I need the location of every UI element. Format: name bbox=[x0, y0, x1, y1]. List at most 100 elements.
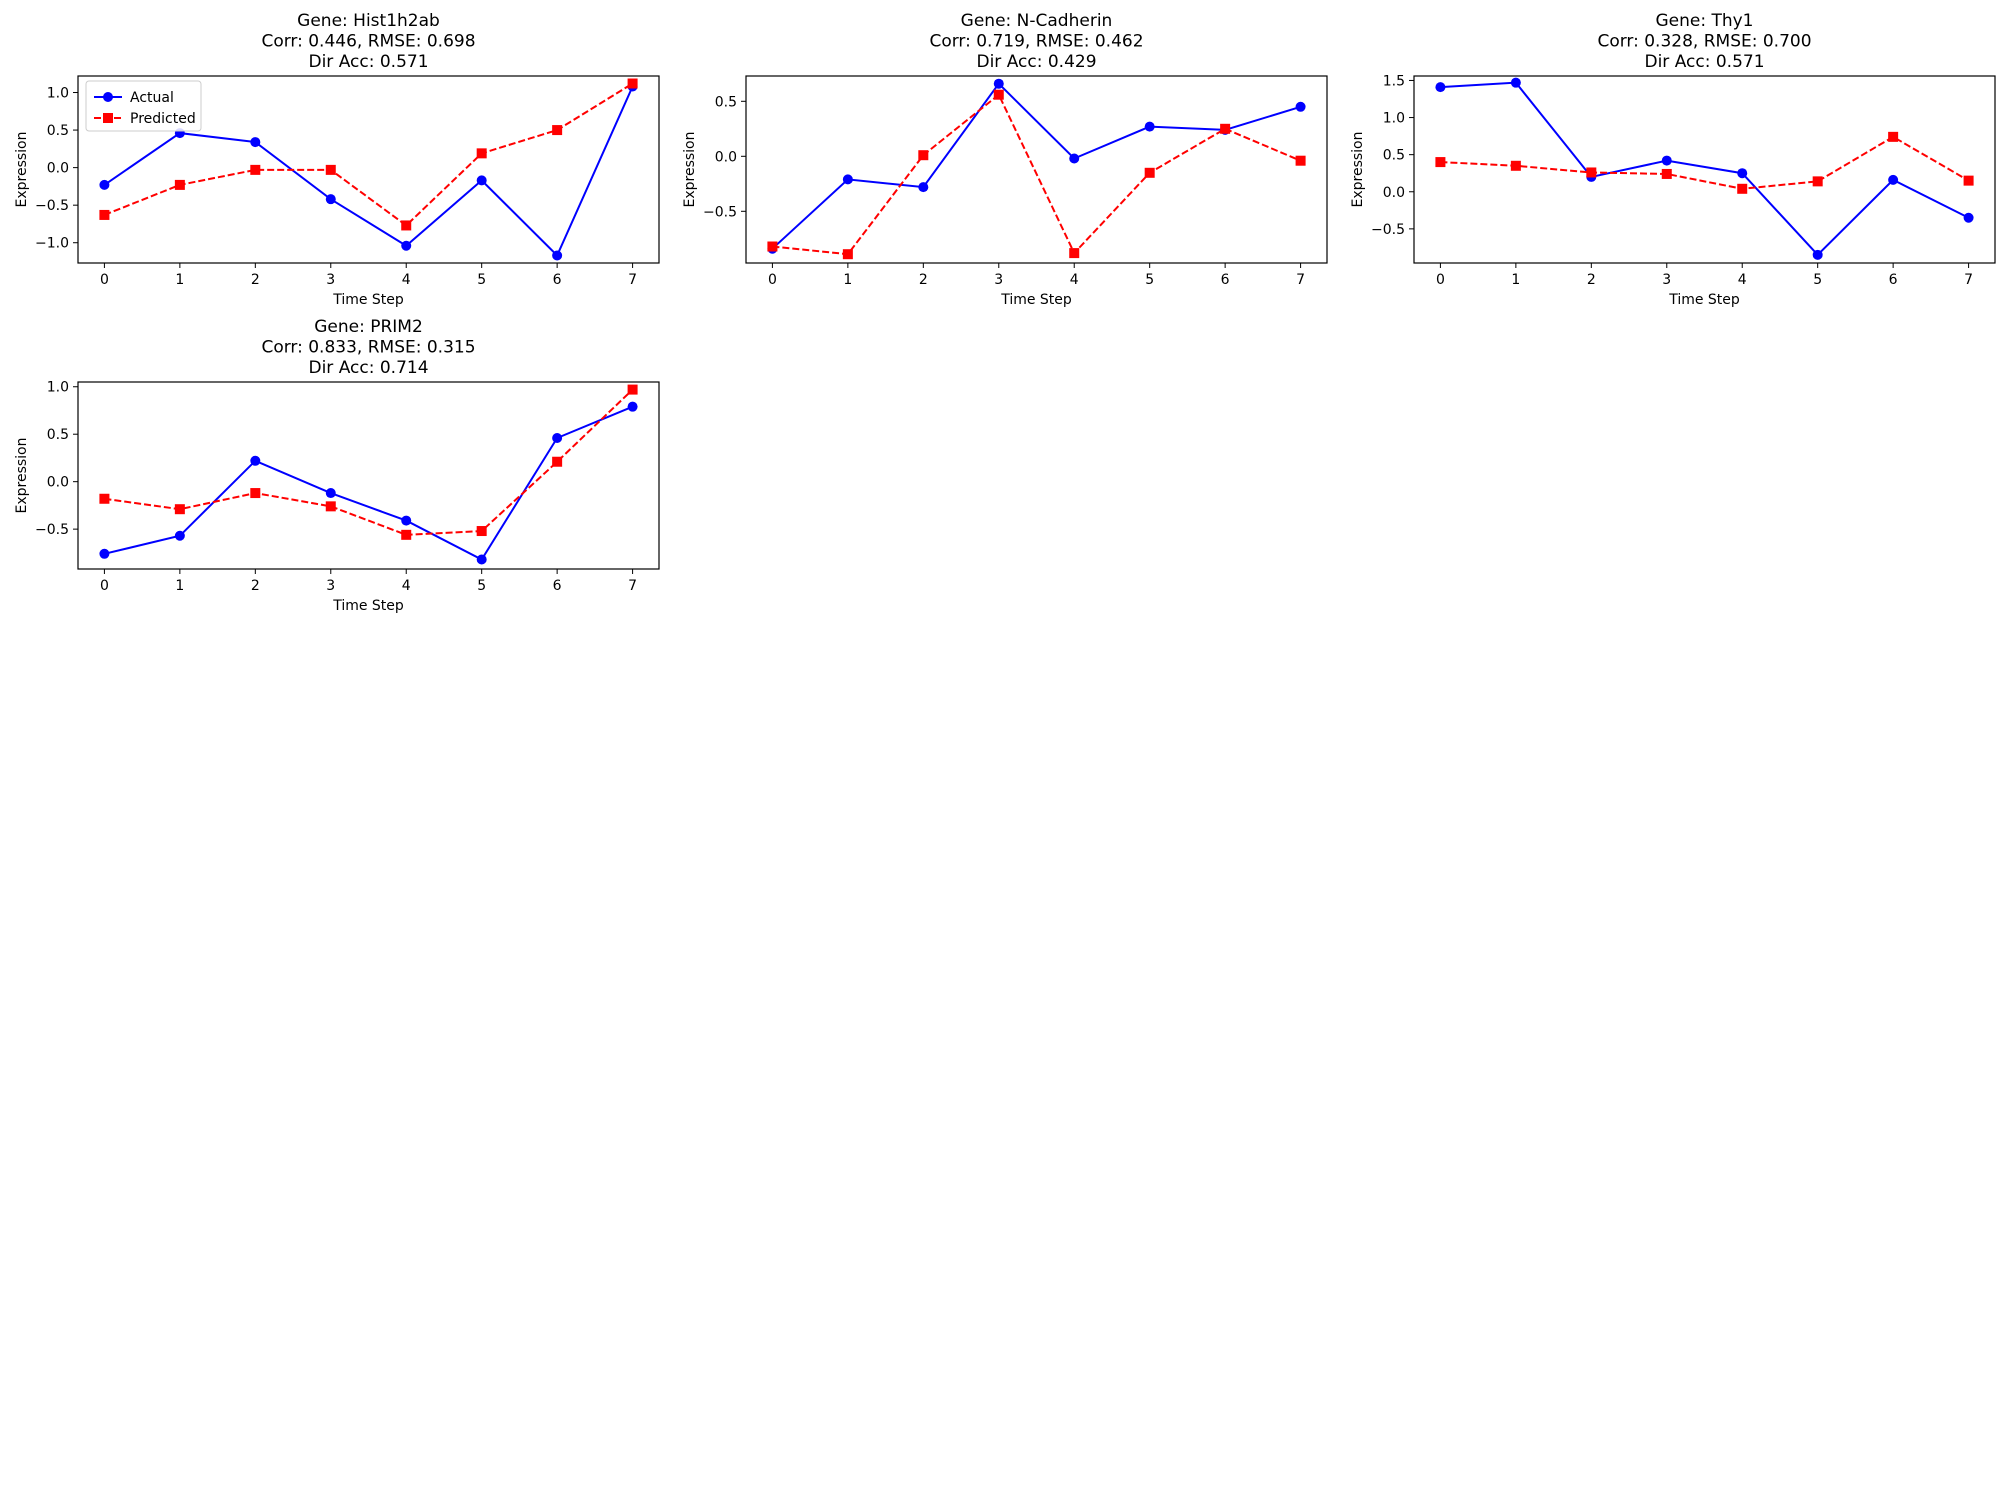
x-tick-label: 0 bbox=[1436, 272, 1445, 288]
data-point-predicted bbox=[325, 164, 336, 175]
x-tick-label: 3 bbox=[326, 272, 335, 288]
data-point-predicted bbox=[552, 125, 563, 136]
data-point-predicted bbox=[627, 78, 638, 89]
x-tick-label: 2 bbox=[919, 272, 928, 288]
x-tick-label: 5 bbox=[1813, 272, 1822, 288]
data-point-predicted bbox=[1812, 176, 1823, 187]
data-point-actual bbox=[325, 488, 336, 499]
series-line-actual bbox=[104, 405, 633, 561]
data-point-predicted bbox=[99, 493, 110, 504]
x-axis-label: Time Step bbox=[332, 292, 404, 308]
data-point-predicted bbox=[250, 164, 261, 175]
y-tick-label: 0.5 bbox=[715, 94, 737, 110]
data-point-predicted bbox=[1737, 183, 1748, 194]
y-tick-label: 1.5 bbox=[1383, 73, 1405, 89]
x-tick-label: 1 bbox=[175, 272, 184, 288]
axes-frame bbox=[745, 75, 1328, 264]
data-point-actual bbox=[1888, 174, 1899, 185]
series-line-actual bbox=[1440, 81, 1970, 257]
data-point-predicted bbox=[476, 526, 487, 537]
data-point-actual bbox=[552, 433, 563, 444]
data-point-actual bbox=[401, 515, 412, 526]
data-point-predicted bbox=[1888, 131, 1899, 142]
data-point-actual bbox=[250, 137, 261, 148]
series-line-predicted bbox=[1440, 135, 1970, 190]
data-point-predicted bbox=[1295, 155, 1306, 166]
data-point-predicted bbox=[842, 249, 853, 260]
data-point-actual bbox=[918, 182, 929, 193]
x-tick-label: 3 bbox=[1662, 272, 1671, 288]
data-point-predicted bbox=[552, 456, 563, 467]
data-point-actual bbox=[1661, 155, 1672, 166]
x-tick-label: 6 bbox=[553, 578, 562, 594]
data-point-actual bbox=[1144, 121, 1155, 132]
series-actual bbox=[99, 401, 638, 565]
data-point-actual bbox=[250, 455, 261, 466]
data-point-actual bbox=[842, 174, 853, 185]
x-tick-label: 1 bbox=[843, 272, 852, 288]
data-point-predicted bbox=[1069, 248, 1080, 259]
axes-frame bbox=[77, 75, 660, 264]
chart-title-line-1: Gene: Hist1h2ab bbox=[297, 11, 440, 31]
y-tick-label: 0.5 bbox=[1383, 148, 1405, 164]
x-tick-label: 3 bbox=[994, 272, 1003, 288]
data-point-predicted bbox=[99, 209, 110, 220]
x-tick-label: 5 bbox=[1145, 272, 1154, 288]
series-line-actual bbox=[771, 82, 1301, 250]
chart-title-line-1: Gene: PRIM2 bbox=[314, 317, 423, 337]
chart-title-line-3: Dir Acc: 0.571 bbox=[308, 52, 428, 72]
chart-title-line-2: Corr: 0.446, RMSE: 0.698 bbox=[261, 32, 475, 52]
x-tick-label: 6 bbox=[553, 272, 562, 288]
data-point-predicted bbox=[174, 504, 185, 515]
chart-title-line-1: Gene: N-Cadherin bbox=[961, 11, 1113, 31]
y-tick-label: 0.5 bbox=[47, 123, 69, 139]
data-point-predicted bbox=[1661, 168, 1672, 179]
series-predicted bbox=[99, 384, 638, 540]
data-point-predicted bbox=[993, 89, 1004, 100]
series-predicted bbox=[1435, 131, 1974, 194]
y-tick-label: 0.0 bbox=[47, 161, 69, 177]
x-tick-label: 7 bbox=[628, 272, 637, 288]
data-point-actual bbox=[1435, 82, 1446, 93]
series-line-predicted bbox=[104, 82, 634, 227]
y-axis-label: Expression bbox=[1350, 132, 1366, 208]
x-tick-label: 7 bbox=[1964, 272, 1973, 288]
data-point-actual bbox=[1963, 212, 1974, 223]
x-tick-label: 2 bbox=[251, 272, 260, 288]
x-axis-label: Time Step bbox=[1668, 292, 1740, 308]
data-point-actual bbox=[99, 548, 110, 559]
data-point-predicted bbox=[1435, 157, 1446, 168]
data-point-actual bbox=[476, 175, 487, 186]
data-point-actual bbox=[401, 240, 412, 251]
x-tick-label: 4 bbox=[1738, 272, 1747, 288]
x-tick-label: 4 bbox=[1070, 272, 1079, 288]
x-axis-label: Time Step bbox=[1000, 292, 1072, 308]
series-line-actual bbox=[103, 86, 634, 258]
y-tick-label: 0.5 bbox=[47, 427, 69, 443]
legend-marker-actual bbox=[103, 92, 113, 102]
data-point-predicted bbox=[1586, 167, 1597, 178]
data-point-actual bbox=[325, 194, 336, 205]
y-tick-label: 0.0 bbox=[1383, 185, 1405, 201]
y-tick-label: −0.5 bbox=[1371, 222, 1405, 238]
x-tick-label: 5 bbox=[477, 578, 486, 594]
data-point-actual bbox=[1069, 153, 1080, 164]
x-tick-label: 2 bbox=[251, 578, 260, 594]
y-tick-label: −0.5 bbox=[35, 198, 69, 214]
data-point-predicted bbox=[401, 529, 412, 540]
series-predicted bbox=[99, 78, 638, 231]
data-point-actual bbox=[1812, 249, 1823, 260]
data-point-predicted bbox=[250, 488, 261, 499]
legend-marker-predicted bbox=[103, 113, 113, 123]
x-tick-label: 0 bbox=[100, 272, 109, 288]
data-point-predicted bbox=[1220, 123, 1231, 134]
data-point-predicted bbox=[1144, 167, 1155, 178]
data-point-actual bbox=[1737, 168, 1748, 179]
data-point-actual bbox=[1510, 77, 1521, 88]
x-tick-label: 6 bbox=[1889, 272, 1898, 288]
y-axis-label: Expression bbox=[14, 438, 30, 514]
